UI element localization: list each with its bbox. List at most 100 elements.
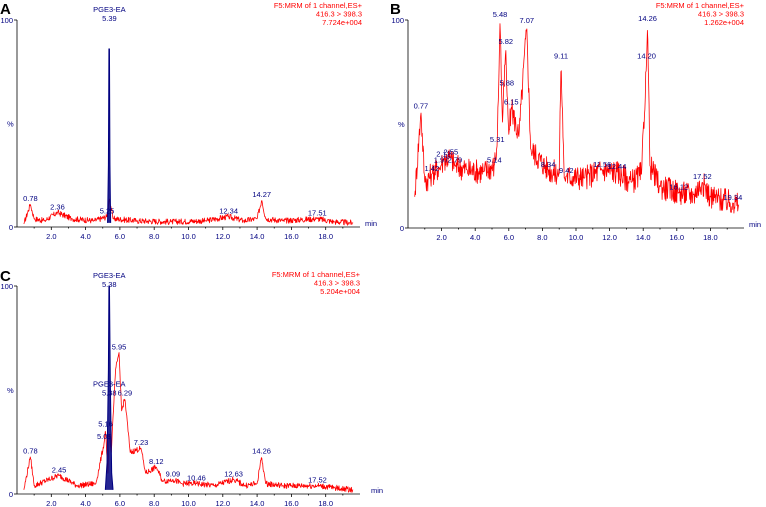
x-tick-label: 2.0 — [46, 499, 56, 507]
y-tick-label: 100 — [391, 16, 404, 25]
peak-label: 1.42 — [425, 164, 440, 173]
peak-label: 5.95 — [112, 343, 127, 352]
peak-label: 6.29 — [118, 388, 133, 397]
header-line: F5:MRM of 1 channel,ES+ — [656, 1, 745, 10]
peak-label: 14.27 — [252, 190, 271, 199]
panel-letter: A — [0, 1, 11, 18]
peak-label: 14.26 — [638, 14, 657, 23]
y-tick-label: 0 — [400, 224, 404, 233]
peak-label: 2.12 — [436, 149, 451, 158]
x-tick-label: 14.0 — [250, 499, 265, 507]
peak-label: 5.88 — [499, 79, 514, 88]
chromatogram-panel-a: A F5:MRM of 1 channel,ES+416.3 > 398.37.7… — [0, 1, 377, 241]
header-line: 1.262e+004 — [704, 18, 744, 27]
x-tick-label: 2.0 — [46, 232, 56, 241]
x-tick-label: 16.0 — [284, 499, 299, 507]
peak-label: PGE3-EA — [93, 271, 126, 280]
peak-label: 2.79 — [448, 156, 463, 165]
x-axis-label: min — [365, 219, 377, 228]
peak-label: 9.09 — [166, 469, 181, 478]
header-line: 7.724e+004 — [322, 18, 362, 27]
peak-label: PGE3-EA — [93, 379, 126, 388]
header-line: 416.3 > 398.3 — [698, 10, 744, 19]
peak-label: 2.45 — [52, 465, 67, 474]
y-axis-label: % — [7, 120, 14, 129]
peak-label: 14.26 — [252, 447, 271, 456]
y-tick-label: 0 — [9, 490, 13, 499]
trace-1 — [23, 198, 354, 226]
peak-label: 11.56 — [593, 160, 611, 169]
y-tick-label: 100 — [0, 282, 13, 291]
header-line: 5.204e+004 — [320, 287, 360, 296]
header-line: F5:MRM of 1 channel,ES+ — [274, 1, 363, 10]
x-tick-label: 8.0 — [149, 232, 159, 241]
peak-label: 14.20 — [637, 52, 656, 61]
trace-1 — [23, 352, 354, 493]
x-tick-label: 6.0 — [115, 499, 125, 507]
peak-label: 5.39 — [102, 14, 117, 23]
peak-label: 8.34 — [541, 160, 556, 169]
panel-letter: B — [390, 1, 401, 18]
trace-1 — [414, 23, 740, 214]
peak-label: 12.44 — [608, 162, 627, 171]
x-tick-label: 16.0 — [284, 232, 299, 241]
peak-label: 12.63 — [224, 469, 243, 478]
peak-label: 5.38 — [102, 388, 117, 397]
x-tick-label: 8.0 — [149, 499, 159, 507]
x-tick-label: 4.0 — [470, 233, 480, 242]
peak-label: 2.55 — [444, 147, 459, 156]
peak-label: 7.23 — [134, 438, 149, 447]
peak-label: 7.07 — [519, 16, 534, 25]
peak-label: PGE3-EA — [93, 5, 126, 14]
peak-label: 10.46 — [187, 474, 206, 483]
peak-label: 5.38 — [102, 280, 117, 289]
y-tick-label: 100 — [0, 16, 13, 25]
peak-label: 17.52 — [693, 172, 712, 181]
x-tick-label: 8.0 — [537, 233, 547, 242]
x-tick-label: 12.0 — [602, 233, 617, 242]
chromatogram-panel-b: B F5:MRM of 1 channel,ES+416.3 > 398.31.2… — [390, 1, 761, 242]
peak-label: 1.97 — [434, 156, 449, 165]
peak-label: 0.78 — [23, 194, 38, 203]
x-tick-label: 6.0 — [115, 232, 125, 241]
header-line: F5:MRM of 1 channel,ES+ — [272, 270, 361, 279]
x-axis-label: min — [749, 220, 761, 229]
peak-label: 0.78 — [23, 447, 38, 456]
x-tick-label: 12.0 — [215, 232, 230, 241]
peak-label: 5.82 — [498, 37, 513, 46]
x-tick-label: 10.0 — [569, 233, 584, 242]
y-axis-label: % — [7, 386, 14, 395]
x-tick-label: 16.0 — [669, 233, 684, 242]
peak-label: 17.52 — [308, 476, 327, 485]
peak-label: 8.12 — [149, 457, 164, 466]
x-axis-label: min — [371, 486, 383, 495]
x-tick-label: 10.0 — [181, 499, 196, 507]
peak-label: 0.77 — [414, 102, 429, 111]
peak-label: 5.25 — [100, 207, 115, 216]
x-tick-label: 12.0 — [215, 499, 230, 507]
peak-label: 5.31 — [490, 135, 505, 144]
y-tick-label: 0 — [9, 223, 13, 232]
peak-label: 9.11 — [554, 52, 568, 61]
x-tick-label: 4.0 — [80, 499, 90, 507]
x-tick-label: 6.0 — [504, 233, 514, 242]
peak-label: 6.15 — [504, 97, 519, 106]
peak-label: 9.42 — [559, 166, 574, 175]
x-tick-label: 10.0 — [181, 232, 196, 241]
peak-label: 2.36 — [50, 203, 65, 212]
chromatogram-panel-c: C F5:MRM of 1 channel,ES+416.3 > 398.35.2… — [0, 268, 383, 507]
panel-letter: C — [0, 268, 11, 285]
y-axis-label: % — [398, 120, 405, 129]
peak-label: 5.14 — [487, 156, 502, 165]
header-line: 416.3 > 398.3 — [316, 10, 362, 19]
x-tick-label: 4.0 — [80, 232, 90, 241]
x-tick-label: 14.0 — [250, 232, 265, 241]
x-tick-label: 18.0 — [318, 499, 333, 507]
peak-trace-2 — [107, 48, 112, 223]
x-tick-label: 14.0 — [636, 233, 651, 242]
peak-label: 16.12 — [669, 183, 688, 192]
peak-label: 5.16 — [98, 420, 113, 429]
peak-label: 5.48 — [493, 10, 508, 19]
x-tick-label: 18.0 — [703, 233, 718, 242]
